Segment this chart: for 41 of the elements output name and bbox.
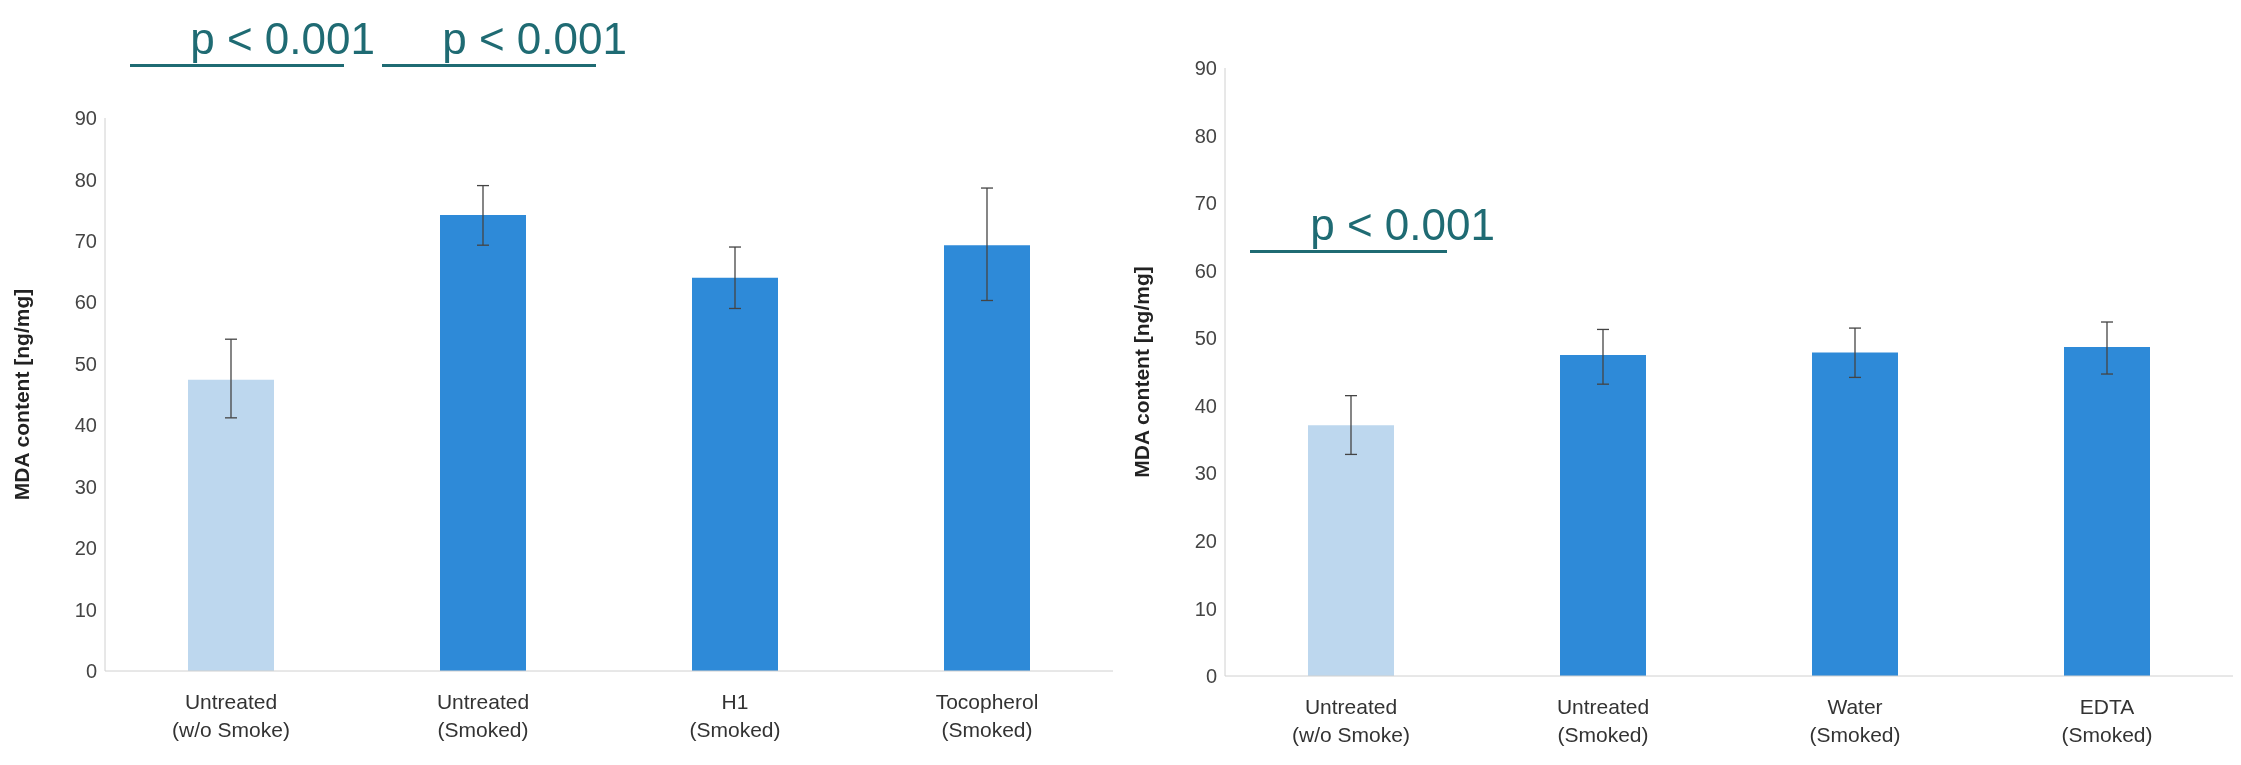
x-tick-label: Untreated (w/o Smoke)	[1292, 695, 1410, 746]
bar	[2064, 347, 2150, 676]
x-tick-label: Untreated (Smoked)	[436, 690, 530, 741]
bar	[188, 379, 274, 671]
y-axis-title: MDA content [ng/mg]	[1130, 266, 1154, 478]
bar	[1308, 425, 1394, 676]
y-tick-label: 10	[1194, 597, 1217, 620]
y-tick-label: 0	[1205, 665, 1217, 688]
y-tick-label: 40	[1194, 394, 1217, 417]
bar	[944, 245, 1030, 671]
x-tick-label: Untreated (Smoked)	[1556, 695, 1650, 746]
x-tick-label: Untreated (w/o Smoke)	[172, 690, 290, 741]
x-tick-label: H1 (Smoked)	[689, 690, 781, 741]
bar	[692, 277, 778, 671]
x-tick-label: Water (Smoked)	[1809, 695, 1901, 746]
x-tick-label: Tocopherol (Smoked)	[935, 690, 1039, 741]
y-tick-label: 90	[74, 107, 97, 130]
bar	[1560, 355, 1646, 676]
x-tick-label: EDTA (Smoked)	[2061, 695, 2153, 746]
y-tick-label: 10	[74, 598, 97, 621]
bar	[1812, 352, 1898, 676]
y-tick-label: 60	[1194, 259, 1217, 282]
y-axis-title: MDA content [ng/mg]	[10, 288, 34, 501]
y-tick-label: 80	[1194, 124, 1217, 147]
y-tick-label: 80	[74, 168, 97, 191]
y-tick-label: 60	[74, 291, 97, 314]
y-tick-label: 20	[74, 537, 97, 560]
y-tick-label: 0	[85, 660, 97, 683]
text: p < 0.001	[441, 14, 627, 63]
y-tick-label: 20	[1194, 529, 1217, 552]
annotation: p < 0.001	[1309, 200, 1495, 250]
y-tick-label: 70	[74, 229, 97, 252]
text: p < 0.001	[189, 14, 375, 63]
y-tick-label: 70	[1194, 192, 1217, 215]
bar	[440, 215, 526, 671]
y-tick-label: 50	[1194, 327, 1217, 350]
y-tick-label: 30	[74, 475, 97, 498]
y-tick-label: 40	[74, 414, 97, 437]
y-tick-label: 30	[1194, 462, 1217, 485]
y-tick-label: 90	[1194, 57, 1217, 80]
y-tick-label: 50	[74, 352, 97, 375]
